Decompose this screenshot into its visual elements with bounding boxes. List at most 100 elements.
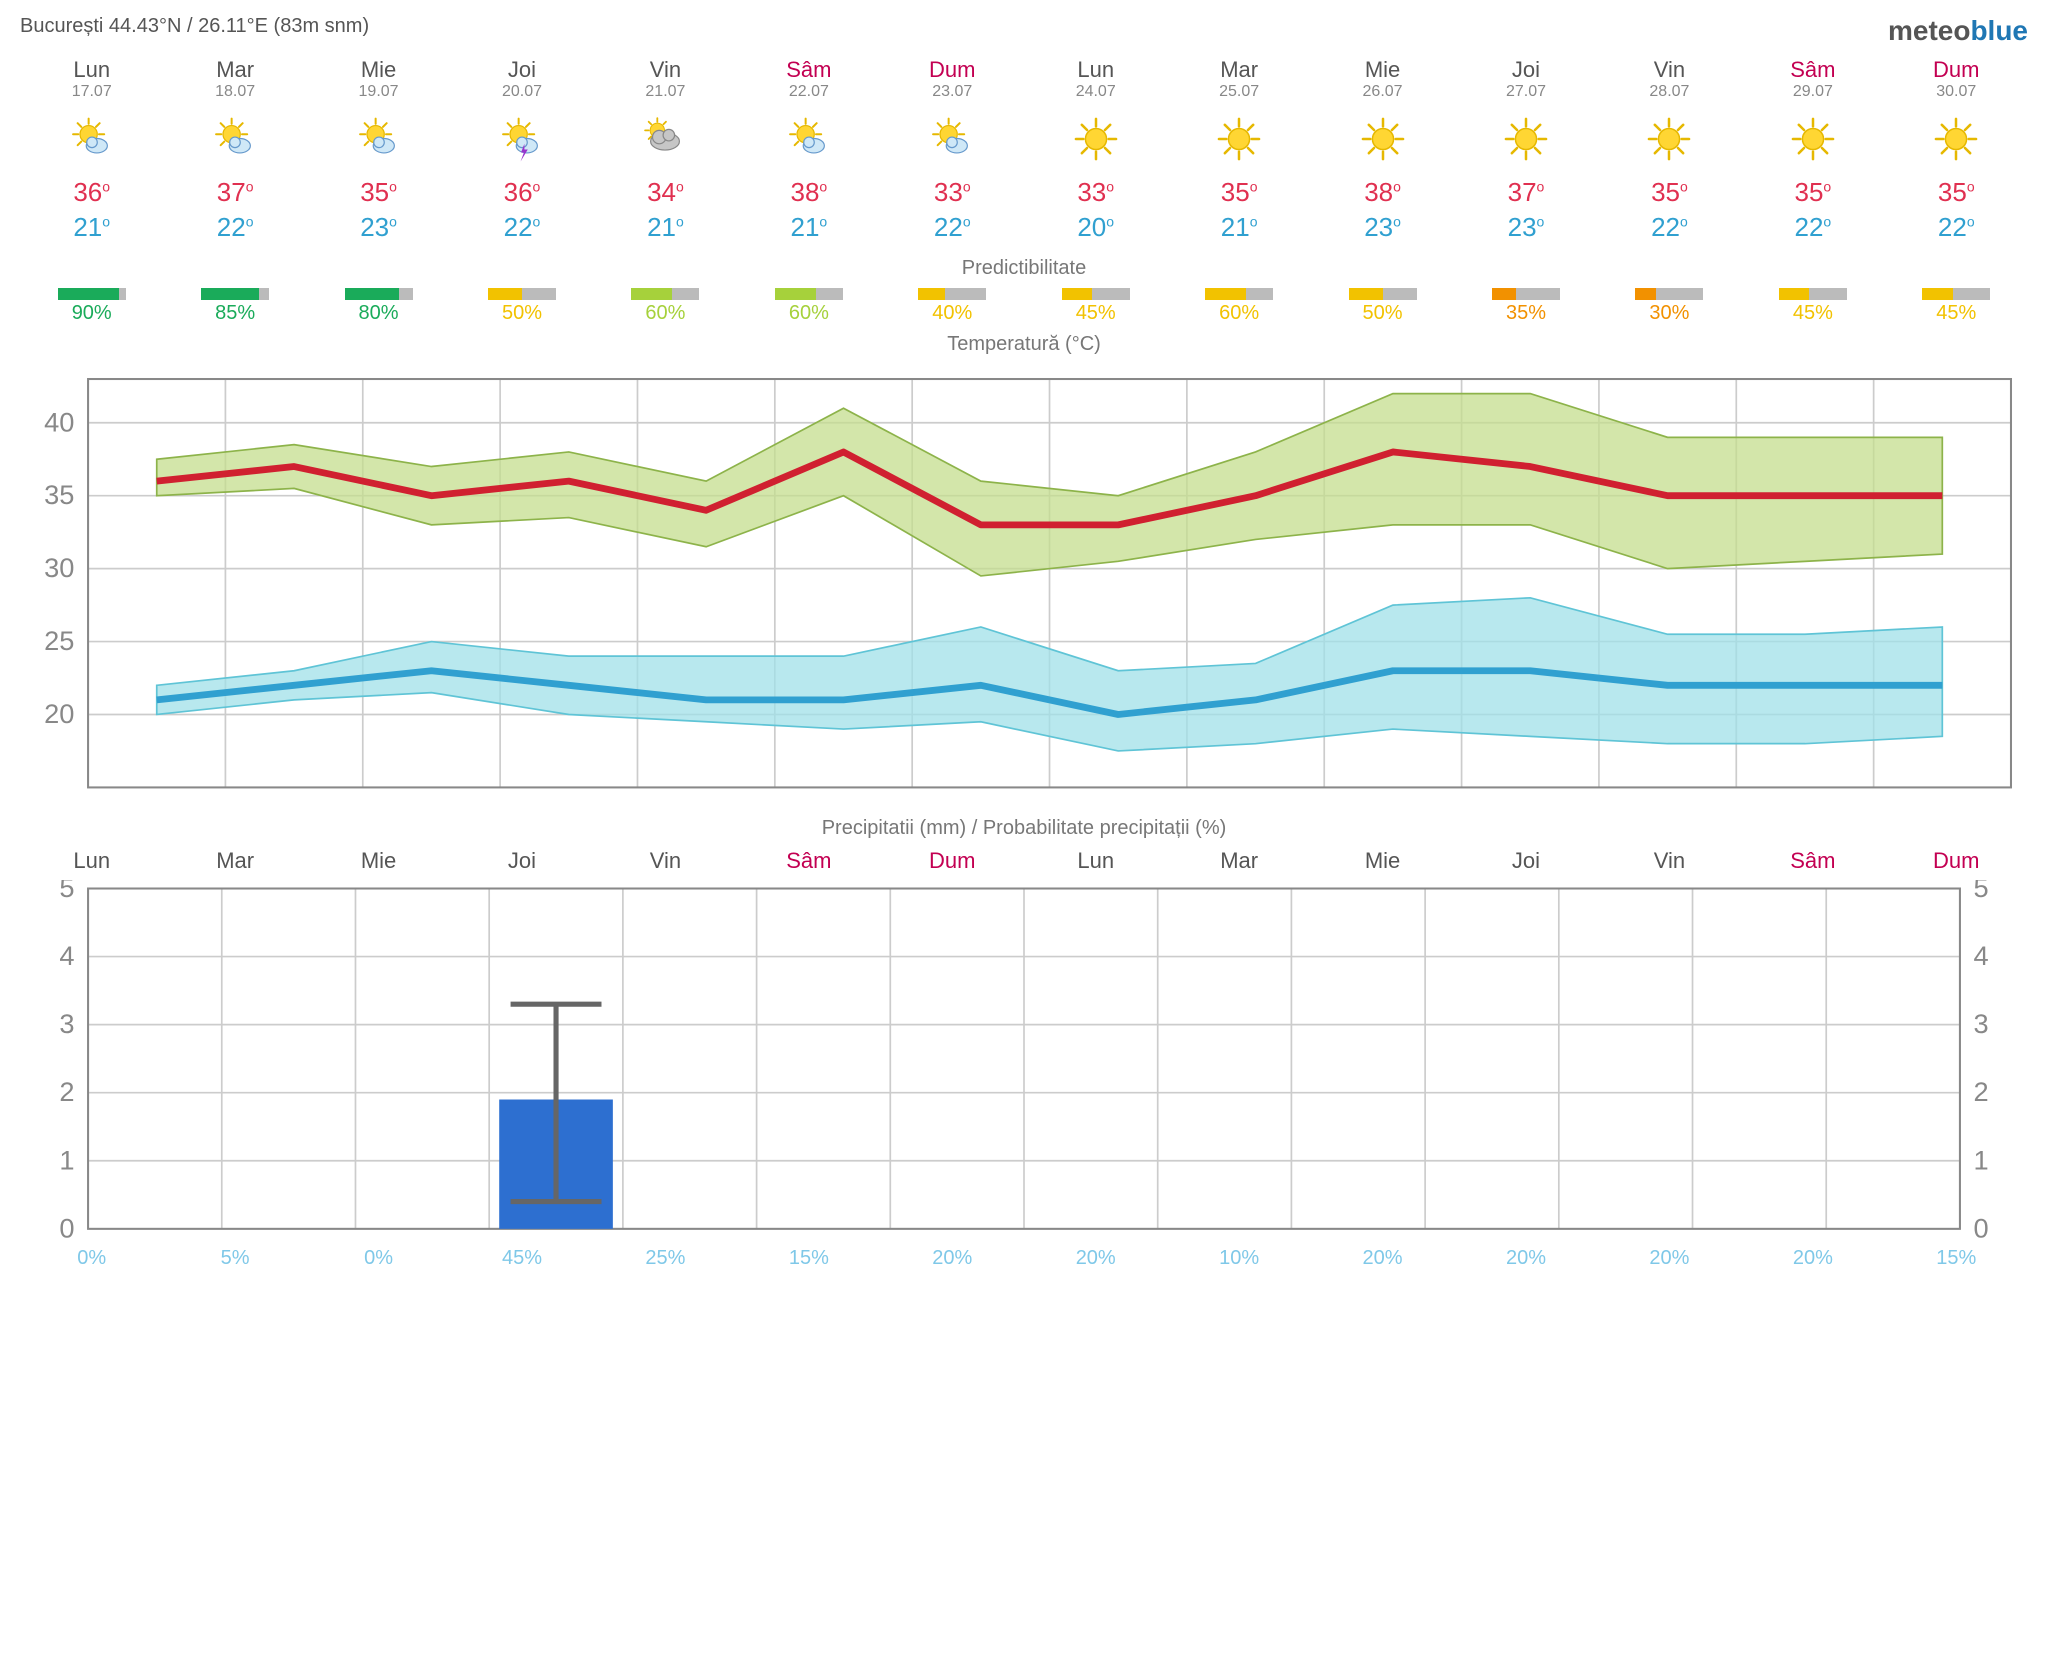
precip-probability-value: 20% <box>1598 1247 1741 1270</box>
predictability-bar-bg <box>1205 288 1273 300</box>
predictability-bar-fill <box>918 288 945 300</box>
day-date: 29.07 <box>1793 83 1833 101</box>
precipitation-chart-wrap: 001122334455 <box>20 880 2028 1242</box>
precip-probability-value: 20% <box>1454 1247 1597 1270</box>
day-date: 30.07 <box>1936 83 1976 101</box>
predictability-cell: 50% <box>450 284 593 325</box>
weather-icon <box>1932 113 1980 165</box>
precipitation-prob-row: 0%5%0%45%25%15%20%20%10%20%20%20%20%15% <box>20 1247 2028 1270</box>
temp-low: 23o <box>1508 212 1545 243</box>
temp-high: 34o <box>647 177 684 208</box>
precip-day-name: Mie <box>1311 848 1454 874</box>
precip-day-name: Mar <box>1167 848 1310 874</box>
precip-probability-value: 5% <box>163 1247 306 1270</box>
header: București 44.43°N / 26.11°E (83m snm) me… <box>20 15 2028 47</box>
predictability-value: 35% <box>1506 302 1546 325</box>
day-name: Joi <box>508 57 536 83</box>
predictability-bar-fill <box>1779 288 1810 300</box>
predictability-cell: 45% <box>1024 284 1167 325</box>
predictability-cell: 85% <box>163 284 306 325</box>
predictability-cell: 45% <box>1885 284 2028 325</box>
predictability-bar-fill <box>1205 288 1246 300</box>
precip-probability-value: 10% <box>1167 1247 1310 1270</box>
day-date: 17.07 <box>72 83 112 101</box>
predictability-bar-fill <box>1922 288 1953 300</box>
svg-text:2: 2 <box>59 1077 74 1108</box>
svg-text:5: 5 <box>1974 880 1989 903</box>
svg-text:20: 20 <box>44 698 74 729</box>
predictability-bar-fill <box>1062 288 1093 300</box>
precipitation-title: Precipitatii (mm) / Probabilitate precip… <box>20 817 2028 840</box>
precipitation-chart: 001122334455 <box>20 880 2028 1237</box>
precip-probability-value: 20% <box>1024 1247 1167 1270</box>
weather-icon <box>1789 113 1837 165</box>
precip-day-name: Joi <box>1454 848 1597 874</box>
predictability-bar-bg <box>1922 288 1990 300</box>
predictability-value: 45% <box>1793 302 1833 325</box>
day-column: Mie 19.07 35o 23o <box>307 57 450 249</box>
day-column: Dum 30.07 35o 22o <box>1885 57 2028 249</box>
predictability-value: 60% <box>789 302 829 325</box>
svg-text:4: 4 <box>59 941 74 972</box>
predictability-bar-fill <box>775 288 816 300</box>
svg-text:3: 3 <box>59 1009 74 1040</box>
temp-low: 21o <box>647 212 684 243</box>
day-name: Lun <box>73 57 110 83</box>
day-name: Lun <box>1077 57 1114 83</box>
day-name: Mar <box>1220 57 1258 83</box>
precip-day-name: Dum <box>881 848 1024 874</box>
svg-text:35: 35 <box>44 479 74 510</box>
day-name: Dum <box>929 57 975 83</box>
day-column: Mie 26.07 38o 23o <box>1311 57 1454 249</box>
day-date: 18.07 <box>215 83 255 101</box>
day-column: Mar 18.07 37o 22o <box>163 57 306 249</box>
weather-icon <box>211 113 259 165</box>
precip-day-name: Lun <box>20 848 163 874</box>
temp-low: 22o <box>217 212 254 243</box>
day-name: Sâm <box>1790 57 1835 83</box>
predictability-cell: 35% <box>1454 284 1597 325</box>
day-column: Mar 25.07 35o 21o <box>1167 57 1310 249</box>
predictability-bar-bg <box>201 288 269 300</box>
logo: meteoblue <box>1888 15 2028 47</box>
svg-text:1: 1 <box>1974 1145 1989 1176</box>
predictability-value: 50% <box>1363 302 1403 325</box>
predictability-cell: 90% <box>20 284 163 325</box>
weather-icon <box>498 113 546 165</box>
weather-icon <box>355 113 403 165</box>
day-date: 26.07 <box>1363 83 1403 101</box>
day-date: 22.07 <box>789 83 829 101</box>
weather-icon <box>641 113 689 165</box>
precip-probability-value: 25% <box>594 1247 737 1270</box>
temp-high: 38o <box>1364 177 1401 208</box>
temp-low: 22o <box>504 212 541 243</box>
temp-low: 23o <box>1364 212 1401 243</box>
predictability-bar-fill <box>1349 288 1383 300</box>
temp-high: 38o <box>790 177 827 208</box>
weather-icon <box>1215 113 1263 165</box>
day-name: Mie <box>1365 57 1400 83</box>
temp-high: 37o <box>1508 177 1545 208</box>
day-column: Sâm 29.07 35o 22o <box>1741 57 1884 249</box>
svg-text:30: 30 <box>44 552 74 583</box>
day-date: 25.07 <box>1219 83 1259 101</box>
precip-probability-value: 20% <box>881 1247 1024 1270</box>
predictability-value: 60% <box>1219 302 1259 325</box>
day-name: Mar <box>216 57 254 83</box>
svg-text:1: 1 <box>59 1145 74 1176</box>
precip-day-name: Sâm <box>737 848 880 874</box>
temp-high: 35o <box>360 177 397 208</box>
temperature-chart-wrap: 2025303540 <box>20 362 2028 809</box>
logo-blue: blue <box>1970 15 2028 46</box>
day-column: Dum 23.07 33o 22o <box>881 57 1024 249</box>
predictability-bar-bg <box>488 288 556 300</box>
day-name: Vin <box>1654 57 1685 83</box>
day-column: Joi 20.07 36o 22o <box>450 57 593 249</box>
predictability-bar-bg <box>631 288 699 300</box>
weather-icon <box>785 113 833 165</box>
temperature-title: Temperatură (°C) <box>20 333 2028 356</box>
weather-icon <box>1072 113 1120 165</box>
predictability-bar-fill <box>1635 288 1655 300</box>
predictability-cell: 45% <box>1741 284 1884 325</box>
temperature-chart: 2025303540 <box>20 362 2028 804</box>
